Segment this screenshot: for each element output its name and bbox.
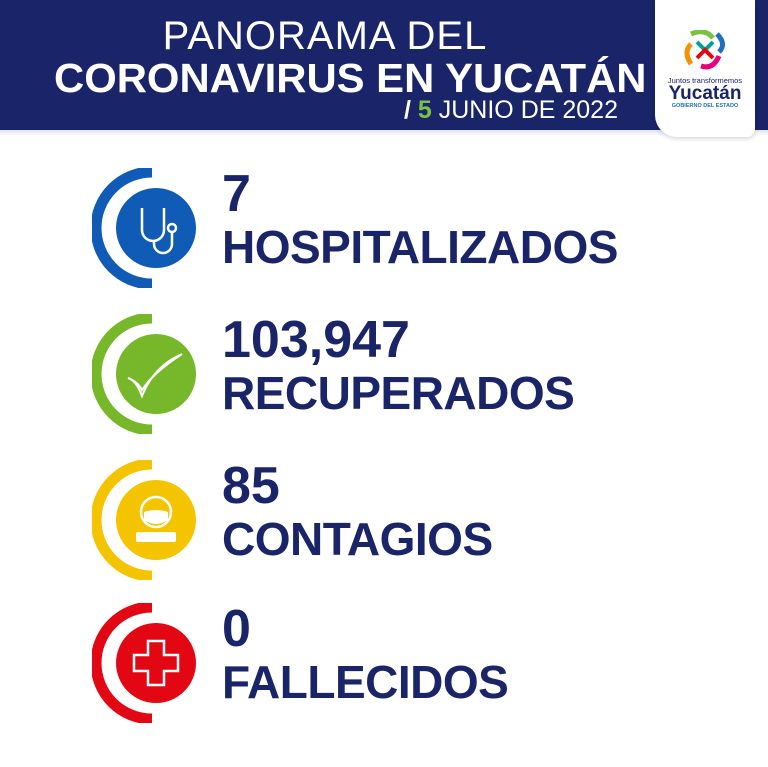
medical-cross-icon	[92, 603, 196, 723]
stat-value: 103,947	[222, 311, 410, 369]
stat-recuperados: 103,947 RECUPERADOS	[0, 314, 768, 454]
stat-contagios: 85 CONTAGIOS	[0, 460, 768, 600]
stat-value: 7	[222, 165, 251, 223]
stat-value: 0	[222, 600, 251, 658]
logo-tagline: Juntos transformemos	[667, 76, 743, 85]
stat-label: CONTAGIOS	[222, 513, 493, 565]
stat-label: FALLECIDOS	[222, 656, 509, 708]
masked-person-icon	[92, 460, 196, 580]
logo-name: Yucatán	[668, 83, 742, 104]
date: / 5 JUNIO DE 2022	[404, 96, 618, 125]
yucatan-logo: Juntos transformemos Yucatán GOBIERNO DE…	[655, 0, 755, 137]
date-rest: JUNIO DE 2022	[438, 96, 618, 124]
stat-label: RECUPERADOS	[222, 367, 575, 419]
date-day: 5	[417, 96, 432, 124]
checkmark-icon	[92, 314, 196, 434]
logo-subtitle: GOBIERNO DEL ESTADO	[671, 103, 739, 109]
logo-mark-icon	[684, 29, 725, 70]
header-shadow	[0, 130, 768, 136]
title-line2: CORONAVIRUS EN YUCATÁN	[54, 55, 647, 101]
date-slash: /	[403, 96, 411, 124]
stat-fallecidos: 0 FALLECIDOS	[0, 603, 768, 743]
title-line1: PANORAMA DEL	[162, 14, 488, 58]
stethoscope-icon	[92, 168, 196, 288]
stat-label: HOSPITALIZADOS	[222, 221, 618, 273]
stat-value: 85	[222, 457, 280, 515]
header-banner: PANORAMA DEL CORONAVIRUS EN YUCATÁN / 5 …	[0, 0, 768, 130]
stat-hospitalizados: 7 HOSPITALIZADOS	[0, 168, 768, 308]
